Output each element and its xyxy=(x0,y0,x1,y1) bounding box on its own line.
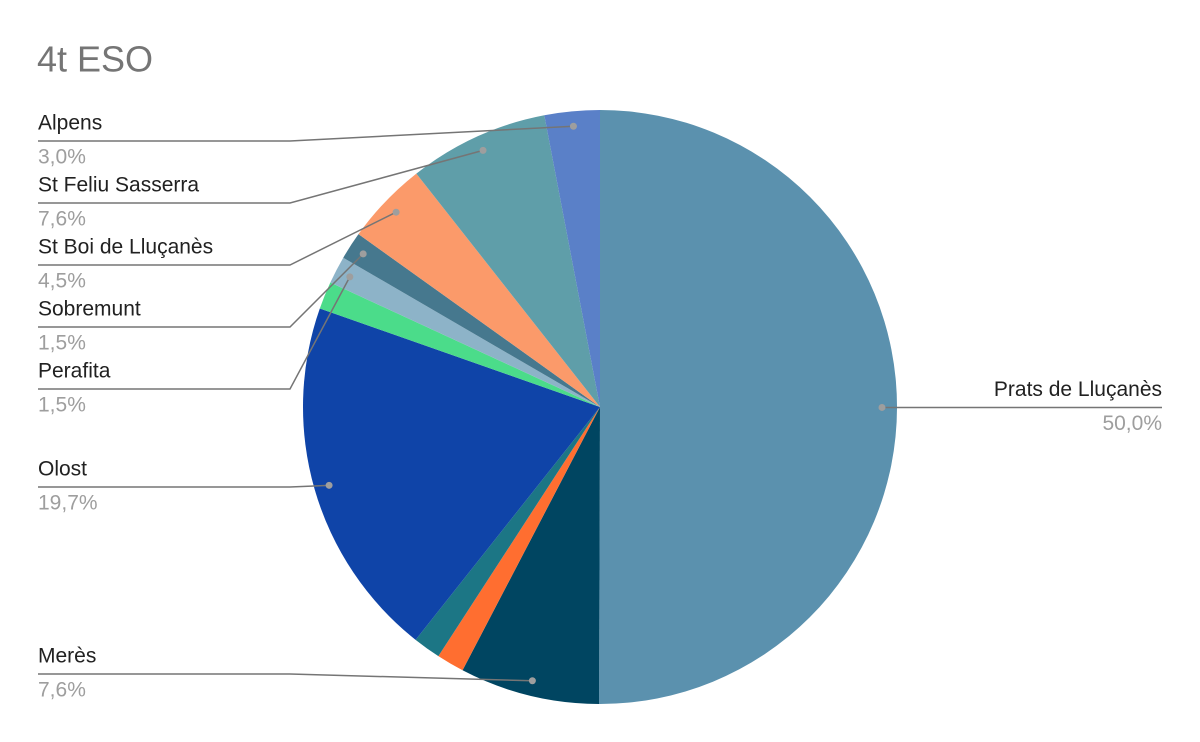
pie-slice xyxy=(330,257,600,407)
leader-dot xyxy=(325,481,333,489)
leader-line xyxy=(38,149,484,204)
leader-dot xyxy=(479,146,487,154)
slice-value: 50,0% xyxy=(1102,412,1162,435)
slice-label: St Feliu Sasserra xyxy=(38,174,199,197)
slice-label: Sobremunt xyxy=(38,298,141,321)
slice-value: 19,7% xyxy=(38,492,98,515)
chart-title: 4t ESO xyxy=(37,39,153,80)
leader-dot xyxy=(569,122,577,130)
slice-value: 4,5% xyxy=(38,270,86,293)
pie-slice xyxy=(599,109,898,705)
leader-dot xyxy=(346,273,354,281)
pie-slice xyxy=(303,308,600,640)
slice-value: 1,5% xyxy=(38,332,86,355)
slice-value: 1,5% xyxy=(38,394,86,417)
leader-dot xyxy=(359,250,367,258)
slice-label: Prats de Lluçanès xyxy=(994,378,1162,401)
slice-label: Perafita xyxy=(38,360,111,383)
slice-value: 7,6% xyxy=(38,679,86,702)
leader-line xyxy=(38,484,330,488)
leader-dot xyxy=(392,208,400,216)
pie-slice xyxy=(462,407,600,704)
leader-line xyxy=(38,673,533,682)
pie-slice xyxy=(319,282,600,407)
pie-slice xyxy=(438,407,600,671)
leader-dot xyxy=(528,677,536,685)
slice-label: Olost xyxy=(38,458,87,481)
pie-slice xyxy=(415,407,600,657)
leader-line xyxy=(38,276,351,390)
leader-dot xyxy=(878,403,886,411)
leader-line xyxy=(38,125,574,142)
pie-slice xyxy=(358,173,600,407)
pie-slice xyxy=(416,115,600,408)
leader-line xyxy=(38,211,397,266)
slice-label: Merès xyxy=(38,645,96,668)
pie-slice xyxy=(343,234,600,407)
slice-value: 3,0% xyxy=(38,146,86,169)
slice-label: St Boi de Lluçanès xyxy=(38,236,213,259)
slice-value: 7,6% xyxy=(38,208,86,231)
pie-slice xyxy=(544,110,600,407)
slice-label: Alpens xyxy=(38,112,102,135)
leader-line xyxy=(38,253,364,328)
